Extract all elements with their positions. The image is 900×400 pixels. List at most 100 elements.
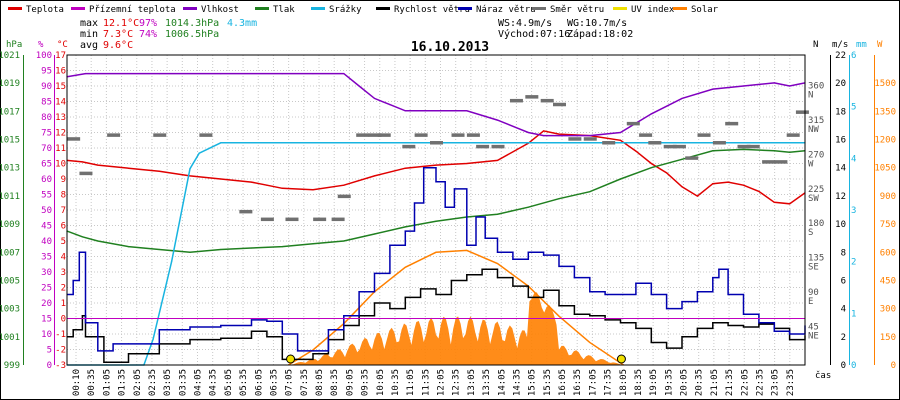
sunrise-marker	[286, 354, 296, 364]
axis-tick-solar: 750	[880, 220, 896, 230]
axis-tick-direction: 135	[808, 254, 824, 264]
data-point	[789, 203, 791, 205]
data-point	[281, 333, 283, 335]
data-point	[742, 326, 745, 328]
data-point	[158, 248, 160, 251]
axis-tick-temperature: 17	[55, 51, 66, 61]
axis-tick-humidity: 70	[41, 144, 52, 154]
data-point	[712, 277, 714, 279]
data-point	[312, 73, 314, 75]
axis-tick-wind: 6	[841, 276, 846, 286]
data-point	[189, 168, 191, 170]
wind-direction-mark	[199, 133, 213, 137]
data-point	[635, 150, 637, 152]
series-line-Rychlost větru	[67, 268, 806, 363]
x-tick-label: 09:35	[361, 369, 371, 396]
data-point	[558, 265, 560, 267]
data-point	[527, 206, 529, 208]
data-point	[250, 181, 253, 183]
data-point	[589, 135, 591, 137]
data-point	[189, 251, 191, 253]
axis-tick-direction: 45	[808, 323, 819, 333]
x-tick-label: 19:35	[664, 369, 674, 396]
data-point	[496, 119, 499, 121]
sunset-info: Západ:18:02	[567, 28, 633, 40]
wind-direction-series	[67, 95, 809, 222]
series-line-Srážky	[67, 142, 805, 366]
x-tick-label: 02:05	[133, 369, 143, 396]
axes: hPa% °C m/s mm WN102110191017101510131011100…	[0, 40, 896, 371]
data-point	[413, 202, 416, 204]
axis-tick-wind: 2	[841, 333, 846, 343]
axis-tick-pressure: 1021	[0, 51, 20, 61]
data-point	[773, 150, 775, 152]
axis-tick-solar: 300	[880, 305, 896, 315]
stat-avg-label: avg	[80, 40, 98, 51]
data-point	[373, 302, 376, 304]
wind-direction-mark	[525, 95, 539, 99]
wind-direction-mark	[107, 133, 121, 137]
data-point	[220, 337, 222, 339]
data-point	[389, 104, 391, 106]
axis-tick-temperature: 14	[55, 98, 66, 108]
data-point	[789, 333, 791, 335]
axis-tick-temperature: 6	[61, 222, 66, 232]
data-point	[97, 73, 99, 75]
wind-direction-mark	[313, 217, 327, 222]
wind-direction-mark	[663, 144, 677, 149]
legend-label: Teplota	[26, 5, 64, 15]
x-tick-label: 01:05	[102, 369, 112, 396]
axis-tick-humidity: 35	[41, 253, 52, 263]
x-tick-label: 10:05	[376, 369, 386, 396]
data-point	[758, 323, 760, 325]
wind-direction-mark	[712, 141, 726, 145]
data-point	[343, 240, 345, 242]
data-point	[297, 350, 299, 352]
data-point	[527, 296, 529, 298]
wind-direction-mark	[540, 98, 554, 103]
axis-tick-temperature: -1	[55, 330, 66, 340]
axis-tick-direction: 180	[808, 219, 824, 229]
x-tick-label: 20:05	[680, 369, 690, 396]
legend-swatch	[255, 7, 269, 10]
axis-tick-temperature: 5	[61, 237, 66, 247]
solar-series	[288, 249, 624, 366]
x-tick-label: 17:05	[588, 369, 598, 396]
legend-swatch	[613, 7, 627, 10]
axis-tick-direction-label: SE	[808, 263, 819, 273]
x-tick-label: 23:35	[786, 369, 796, 396]
axis-tick-pressure: 1001	[0, 333, 20, 343]
data-point	[404, 230, 406, 232]
data-point	[619, 178, 622, 180]
data-point	[543, 289, 545, 291]
data-point	[589, 315, 591, 317]
axis-tick-humidity: 95	[41, 67, 52, 77]
x-tick-label: 00:10	[72, 369, 82, 396]
data-point	[466, 244, 468, 246]
axis-tick-humidity: 50	[41, 206, 52, 216]
data-point	[343, 73, 345, 75]
data-point	[712, 183, 714, 185]
data-point	[543, 254, 545, 256]
data-point	[681, 158, 683, 160]
axis-tick-humidity: 90	[41, 82, 52, 92]
wind-direction-mark	[337, 194, 351, 199]
legend-swatch	[458, 7, 472, 10]
axis-tick-temperature: 9	[61, 175, 66, 185]
data-point	[420, 288, 422, 290]
data-point	[312, 189, 314, 191]
data-point	[158, 73, 160, 75]
axis-tick-temperature: 10	[55, 160, 66, 170]
axis-tick-direction: 360	[808, 81, 824, 91]
data-point	[573, 313, 575, 315]
axis-tick-wind: 12	[835, 192, 846, 202]
axis-tick-direction: 225	[808, 185, 824, 195]
axis-tick-humidity: 20	[41, 299, 52, 309]
data-point	[650, 162, 652, 165]
data-point	[619, 139, 622, 141]
chart-title: 16.10.2013	[411, 40, 489, 55]
wind-direction-mark	[451, 133, 465, 137]
axis-unit-rain: mm	[856, 40, 867, 50]
wind-direction-mark	[648, 141, 662, 145]
